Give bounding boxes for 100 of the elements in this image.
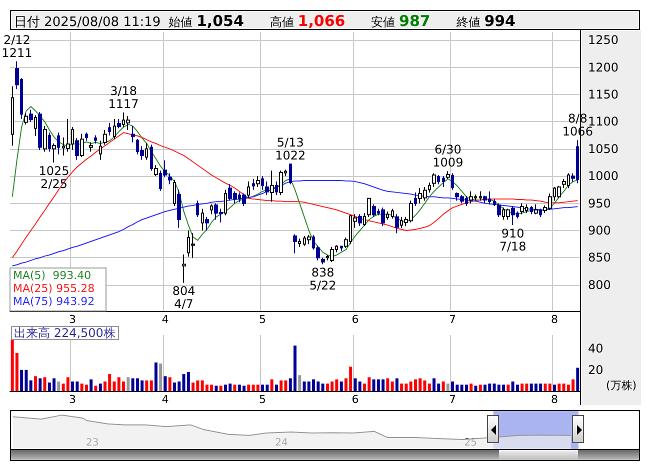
candlestick <box>497 202 501 218</box>
candlestick <box>520 202 524 215</box>
annotation: 6/30 1009 <box>432 142 464 170</box>
text: 安値 987 <box>371 11 430 32</box>
candlestick <box>108 122 111 136</box>
x-tick-label: 4 <box>162 313 169 326</box>
annotation: 2/12 1211 <box>2 32 32 60</box>
candlestick <box>321 257 325 265</box>
candlestick <box>534 204 538 215</box>
bar <box>395 378 398 391</box>
candlestick <box>372 204 376 218</box>
candlestick <box>428 182 431 193</box>
bar <box>57 381 60 391</box>
bar <box>428 384 431 391</box>
bar <box>38 378 42 391</box>
candlestick <box>451 172 454 190</box>
candlestick <box>182 254 186 284</box>
y-tick-label: 1050 <box>588 142 619 156</box>
y-tick-label: 1150 <box>588 88 619 102</box>
bar <box>544 384 547 391</box>
candlestick <box>85 132 88 142</box>
candlestick <box>196 200 199 218</box>
candlestick <box>432 172 436 188</box>
y-tick-label: 1250 <box>588 33 619 48</box>
candlestick <box>29 109 33 122</box>
bar <box>168 377 172 391</box>
bar <box>126 377 130 391</box>
bar <box>478 384 482 391</box>
bar <box>43 377 46 391</box>
bar <box>464 384 468 391</box>
candlestick <box>177 189 181 228</box>
bar <box>442 381 445 391</box>
bar <box>29 380 32 391</box>
x-tick-label: 6 <box>352 313 359 326</box>
bar <box>400 384 404 391</box>
candlestick <box>66 118 70 152</box>
text: 終値 994 <box>456 11 516 32</box>
bar <box>446 384 450 391</box>
bar <box>219 386 222 391</box>
annotation: 5/13 1022 <box>275 136 306 163</box>
bar <box>164 376 167 391</box>
candlestick <box>113 118 116 140</box>
bar <box>298 375 302 391</box>
bar <box>159 364 162 391</box>
candlestick <box>242 193 246 207</box>
text: MA(25) 955.28 <box>13 282 95 295</box>
bar <box>154 362 158 391</box>
bar <box>386 378 390 391</box>
y-tick-label: 20 <box>588 362 604 377</box>
bar <box>270 379 274 391</box>
bar <box>145 380 148 391</box>
bar <box>84 384 88 391</box>
candlestick <box>24 112 28 125</box>
bar <box>340 381 343 391</box>
annotation: 838 5/22 <box>309 266 336 293</box>
bar <box>20 370 24 391</box>
bar <box>474 386 478 391</box>
x-tick-label: 24 <box>275 438 288 448</box>
candlestick <box>99 140 102 160</box>
candlestick <box>298 238 301 248</box>
candlestick <box>173 179 176 207</box>
bar <box>233 384 236 391</box>
x-tick-label: 23 <box>86 438 99 448</box>
x-tick-label: 6 <box>352 393 359 406</box>
candlestick <box>191 232 195 258</box>
bar <box>390 381 394 391</box>
line-series <box>12 180 578 266</box>
bar <box>354 378 357 391</box>
annotation: 910 7/18 <box>499 226 526 254</box>
y-tick-label: 850 <box>588 250 611 265</box>
bar <box>451 381 454 391</box>
bar <box>90 379 93 391</box>
bar <box>150 380 153 391</box>
bar <box>576 368 580 391</box>
candlestick <box>363 212 366 227</box>
bar <box>214 386 218 391</box>
y-tick-label: 40 <box>588 342 604 356</box>
bar <box>34 376 37 391</box>
bar <box>186 372 190 391</box>
candlestick <box>89 142 93 152</box>
candlestick <box>391 208 394 220</box>
candlestick <box>38 111 42 151</box>
candlestick <box>307 234 311 245</box>
candlestick <box>131 126 135 143</box>
x-tick-label: 3 <box>69 313 76 326</box>
candlestick <box>261 176 264 190</box>
candlestick <box>117 118 121 129</box>
candlestick <box>205 216 209 232</box>
candlestick <box>446 170 450 180</box>
bar <box>558 384 561 391</box>
candlestick <box>224 189 227 216</box>
bar <box>173 382 176 391</box>
candlestick <box>11 86 14 146</box>
candlestick <box>270 170 274 202</box>
text: 始値 1,054 <box>168 11 244 32</box>
bar <box>71 381 74 391</box>
candlestick <box>414 192 417 207</box>
candlestick <box>279 170 283 196</box>
candlestick <box>75 138 79 160</box>
candlestick <box>145 142 148 160</box>
